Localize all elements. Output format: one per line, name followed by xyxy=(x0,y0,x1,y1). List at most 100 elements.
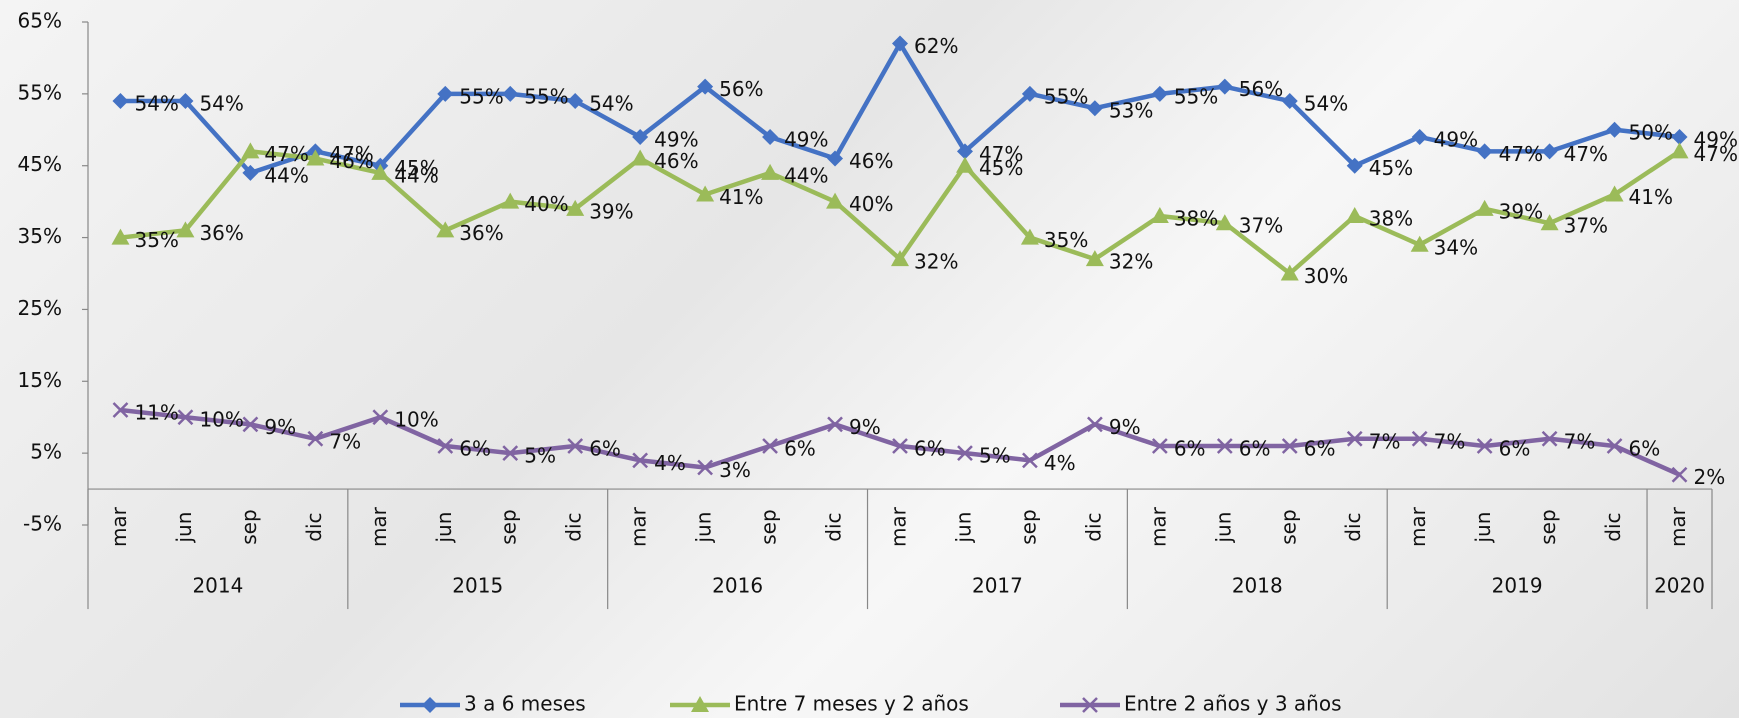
marker xyxy=(1082,697,1098,713)
data-label: 36% xyxy=(199,221,243,245)
x-tick-label: jun xyxy=(432,512,456,544)
x-tick-label: mar xyxy=(1666,506,1690,547)
data-label: 45% xyxy=(394,156,438,180)
y-tick-label: 35% xyxy=(18,224,62,248)
data-label: 45% xyxy=(979,156,1023,180)
data-label: 49% xyxy=(1434,127,1478,151)
data-label: 39% xyxy=(1499,199,1543,223)
data-label: 39% xyxy=(589,199,633,223)
data-label: 9% xyxy=(849,415,881,439)
x-tick-label: jun xyxy=(1471,512,1495,544)
data-label: 47% xyxy=(1694,142,1738,166)
x-tick-label: sep xyxy=(1276,509,1300,544)
marker xyxy=(1476,438,1493,454)
data-label: 47% xyxy=(264,142,308,166)
data-label: 32% xyxy=(1109,250,1153,274)
data-label: 45% xyxy=(1369,156,1413,180)
x-tick-label: mar xyxy=(367,506,391,547)
data-label: 55% xyxy=(459,84,503,108)
marker xyxy=(632,128,649,145)
marker xyxy=(1085,250,1104,267)
data-label: 7% xyxy=(1564,429,1596,453)
data-label: 62% xyxy=(914,34,958,58)
data-label: 49% xyxy=(1694,127,1738,151)
marker xyxy=(891,250,909,267)
marker xyxy=(437,85,454,102)
marker xyxy=(1022,452,1038,469)
data-label: 4% xyxy=(1044,451,1076,475)
marker xyxy=(242,164,259,181)
marker xyxy=(1475,199,1494,216)
marker xyxy=(1020,228,1039,245)
marker xyxy=(501,192,520,209)
data-label: 55% xyxy=(524,84,568,108)
data-label: 50% xyxy=(1629,120,1673,144)
marker xyxy=(566,199,585,216)
marker xyxy=(111,228,130,245)
marker xyxy=(1411,430,1428,447)
data-label: 4% xyxy=(654,451,686,475)
data-label: 37% xyxy=(1564,214,1608,238)
marker xyxy=(1605,185,1624,202)
legend-label: Entre 2 años y 3 años xyxy=(1124,692,1342,716)
x-group-label: 2014 xyxy=(192,574,243,598)
data-label: 6% xyxy=(784,436,816,460)
y-tick-label: 5% xyxy=(30,440,62,464)
marker xyxy=(567,438,584,454)
data-label: 32% xyxy=(914,250,958,274)
data-label: 55% xyxy=(1044,84,1088,108)
marker xyxy=(306,149,325,166)
x-tick-label: dic xyxy=(302,512,326,541)
marker xyxy=(241,142,260,159)
x-group-label: 2017 xyxy=(972,574,1023,598)
data-label: 49% xyxy=(654,127,698,151)
x-tick-label: jun xyxy=(172,512,196,544)
data-label: 56% xyxy=(719,77,763,101)
y-tick-label: 55% xyxy=(18,80,62,104)
marker xyxy=(1476,143,1493,160)
data-label: 41% xyxy=(1629,185,1673,209)
data-label: 3% xyxy=(719,458,751,482)
x-tick-label: jun xyxy=(692,512,716,544)
data-label: 5% xyxy=(524,444,556,468)
marker xyxy=(371,163,390,180)
data-label: 7% xyxy=(1434,429,1466,453)
marker xyxy=(827,416,843,433)
marker xyxy=(1541,430,1558,447)
data-label: 9% xyxy=(264,415,296,439)
marker xyxy=(1281,93,1298,110)
data-label: 10% xyxy=(199,408,243,432)
marker xyxy=(632,452,649,469)
x-tick-label: mar xyxy=(1406,506,1430,547)
marker xyxy=(1671,128,1688,145)
marker xyxy=(436,221,455,238)
data-label: 7% xyxy=(329,429,361,453)
data-label: 37% xyxy=(1239,214,1283,238)
marker xyxy=(956,143,973,160)
marker xyxy=(957,445,973,462)
data-label: 34% xyxy=(1434,235,1478,259)
marker xyxy=(177,93,194,110)
data-label: 44% xyxy=(264,163,308,187)
y-tick-label: 15% xyxy=(18,368,62,392)
data-label: 47% xyxy=(1564,142,1608,166)
y-tick-label: 65% xyxy=(18,9,62,33)
data-label: 46% xyxy=(849,149,893,173)
marker xyxy=(1670,142,1689,159)
x-tick-label: sep xyxy=(1016,509,1040,544)
marker xyxy=(1411,128,1428,145)
data-label: 55% xyxy=(1174,84,1218,108)
marker xyxy=(1281,438,1298,454)
data-label: 6% xyxy=(1174,436,1206,460)
marker xyxy=(176,221,195,238)
data-label: 44% xyxy=(784,163,828,187)
data-label: 44% xyxy=(394,163,438,187)
marker xyxy=(631,149,650,166)
y-tick-label: 45% xyxy=(18,152,62,176)
data-label: 6% xyxy=(589,436,621,460)
x-group-label: 2016 xyxy=(712,574,763,598)
x-tick-label: sep xyxy=(497,509,521,544)
data-label: 38% xyxy=(1369,207,1413,231)
marker xyxy=(691,696,709,712)
